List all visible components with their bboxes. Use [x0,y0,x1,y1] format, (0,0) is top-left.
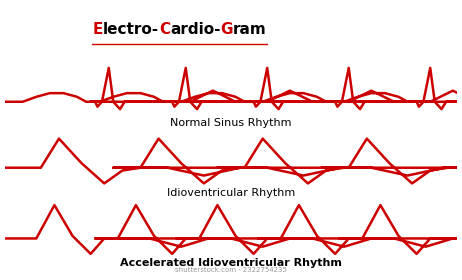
Text: ardio-: ardio- [170,22,220,37]
Text: E: E [92,22,103,37]
Text: Accelerated Idioventricular Rhythm: Accelerated Idioventricular Rhythm [120,258,342,268]
Text: Idioventricular Rhythm: Idioventricular Rhythm [167,188,295,198]
Text: Normal Sinus Rhythm: Normal Sinus Rhythm [170,118,292,128]
Text: C: C [159,22,170,37]
Text: ram: ram [233,22,267,37]
Text: shutterstock.com · 2322754235: shutterstock.com · 2322754235 [175,267,287,273]
Text: lectro-: lectro- [103,22,159,37]
Text: G: G [220,22,233,37]
